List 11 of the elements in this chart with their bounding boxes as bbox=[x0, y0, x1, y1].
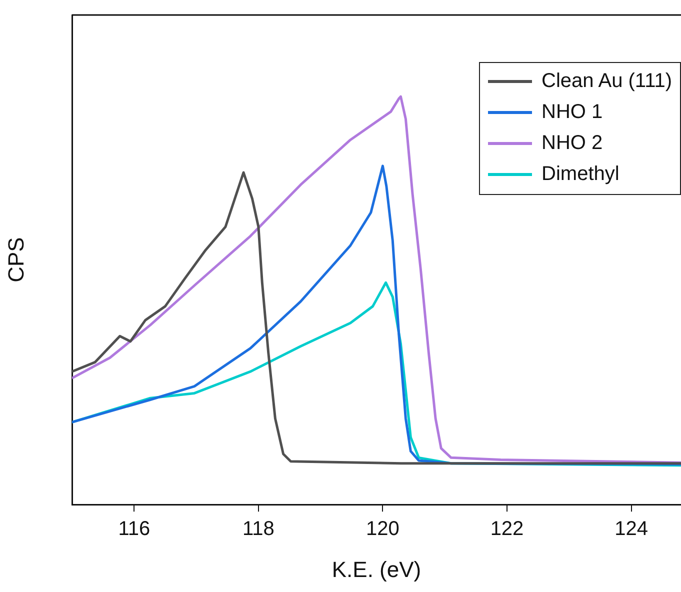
legend-label: NHO 2 bbox=[542, 132, 603, 155]
legend-label: Dimethyl bbox=[542, 163, 620, 186]
x-tick-label: 122 bbox=[490, 518, 524, 540]
x-axis-title: K.E. (eV) bbox=[332, 556, 422, 582]
x-tick-label: 120 bbox=[366, 518, 400, 540]
y-axis-title: CPS bbox=[3, 237, 28, 282]
x-tick-label: 116 bbox=[118, 518, 150, 540]
x-tick-label: 118 bbox=[242, 518, 274, 540]
legend-label: Clean Au (111) bbox=[542, 70, 672, 93]
x-tick-label: 124 bbox=[614, 518, 648, 540]
legend-label: NHO 1 bbox=[542, 101, 603, 124]
